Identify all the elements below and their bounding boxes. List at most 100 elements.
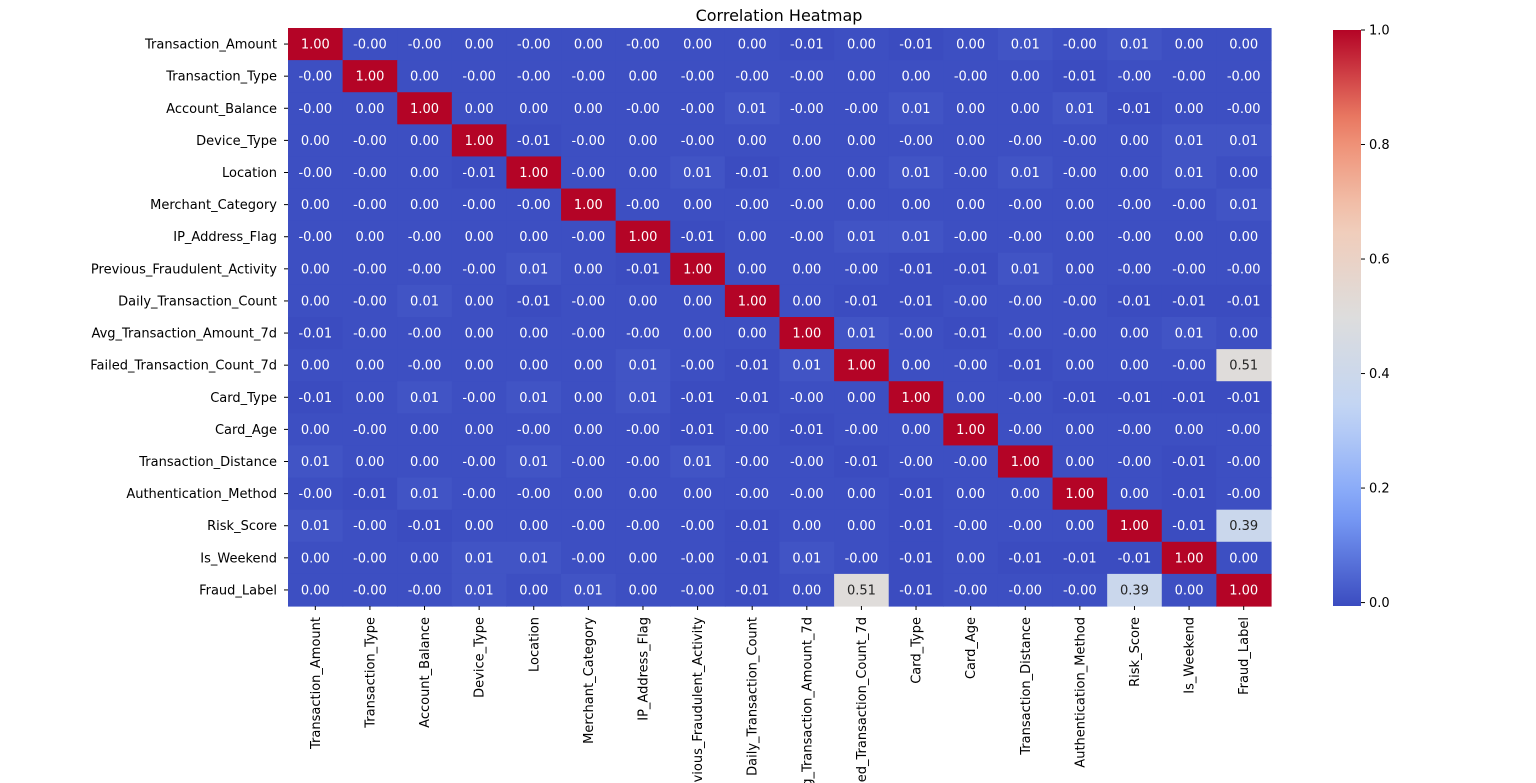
cell-value-label: 0.00 (465, 38, 494, 53)
cell-value-label: -0.01 (845, 294, 879, 309)
heatmap-cell (670, 124, 726, 158)
heatmap-cell (342, 60, 398, 93)
heatmap-cell (1161, 445, 1217, 479)
heatmap-cell (342, 477, 398, 511)
cell-value-label: -0.00 (408, 359, 442, 374)
heatmap-cell (779, 60, 835, 93)
cell-value-label: 0.00 (628, 294, 657, 309)
cell-value-label: -0.01 (681, 391, 715, 406)
heatmap-cell (342, 317, 398, 350)
heatmap-cell (834, 445, 890, 479)
cell-value-label: 0.00 (410, 70, 439, 85)
cell-value-label: -0.00 (681, 70, 715, 85)
cell-value-label: -0.01 (735, 551, 769, 566)
cell-value-label: -0.00 (462, 262, 496, 277)
heatmap-cell (561, 284, 617, 318)
heatmap-cell (779, 541, 835, 575)
y-tick-label: Authentication_Method (126, 487, 277, 502)
cell-value-label: 0.00 (301, 294, 330, 309)
cell-value-label: -0.00 (1118, 70, 1152, 85)
heatmap-cell (615, 573, 671, 607)
heatmap-cell (779, 220, 835, 254)
heatmap-cell (506, 349, 562, 382)
cell-value-label: -0.00 (954, 230, 988, 245)
cell-value-label: -0.01 (1063, 551, 1097, 566)
cell-value-label: -0.01 (1172, 519, 1206, 534)
heatmap-cell (670, 509, 726, 543)
heatmap-cell (834, 220, 890, 254)
heatmap-cell (288, 413, 344, 447)
heatmap-cell (397, 60, 453, 93)
cell-value-label: 0.00 (465, 294, 494, 309)
cell-value-label: 0.00 (465, 359, 494, 374)
heatmap-cell (1161, 573, 1217, 607)
heatmap-cell (943, 188, 999, 222)
cell-value-label: 0.00 (355, 455, 384, 470)
cell-value-label: -0.01 (1118, 102, 1152, 117)
heatmap-cell (943, 284, 999, 318)
cell-value-label: -0.00 (1227, 102, 1261, 117)
heatmap-cell (888, 220, 944, 254)
heatmap-cell (888, 317, 944, 350)
heatmap-cell (834, 60, 890, 93)
cell-value-label: 0.00 (956, 391, 985, 406)
cell-value-label: -0.00 (681, 551, 715, 566)
heatmap-cell (779, 573, 835, 607)
cell-value-label: 0.01 (1120, 38, 1149, 53)
cell-value-label: -0.01 (790, 423, 824, 438)
heatmap-cell (997, 284, 1054, 318)
heatmap-cell (288, 124, 344, 158)
heatmap-cell (506, 252, 562, 286)
heatmap-cell (834, 156, 890, 190)
heatmap-cell (1161, 252, 1217, 286)
heatmap-cell (342, 188, 398, 222)
heatmap-cell (1216, 60, 1272, 93)
cell-value-label: 0.00 (519, 230, 548, 245)
heatmap-cell (997, 252, 1054, 286)
heatmap-cell (997, 445, 1054, 479)
cell-value-label: 0.00 (1065, 455, 1094, 470)
cell-value-label: -0.00 (408, 38, 442, 53)
heatmap-cell (943, 317, 999, 350)
cell-value-label: 0.00 (410, 551, 439, 566)
heatmap-cell (943, 92, 999, 125)
heatmap-cell (1216, 284, 1272, 318)
heatmap-cell (1216, 252, 1272, 286)
x-tick-label: Daily_Transaction_Count (746, 617, 761, 776)
cell-value-label: 0.01 (902, 166, 931, 181)
cell-value-label: -0.00 (462, 391, 496, 406)
heatmap-cell (1161, 317, 1217, 350)
heatmap-cell (997, 220, 1054, 254)
cell-value-label: -0.00 (681, 583, 715, 598)
heatmap-cell (561, 92, 617, 125)
heatmap-cell (943, 573, 999, 607)
heatmap-cell (288, 92, 344, 125)
heatmap-cell (288, 317, 344, 350)
heatmap-cell (561, 124, 617, 158)
cell-value-label: 0.00 (519, 519, 548, 534)
heatmap-cell (288, 381, 344, 414)
heatmap-cell (1216, 413, 1272, 447)
cell-value-label: 0.00 (301, 423, 330, 438)
heatmap-cell (997, 60, 1054, 93)
heatmap-cell (506, 413, 562, 447)
cell-value-label: -0.00 (681, 134, 715, 149)
heatmap-cell (561, 541, 617, 575)
heatmap-cell (561, 381, 617, 414)
heatmap-cell (1107, 413, 1163, 447)
heatmap-cell (451, 445, 508, 479)
heatmap-cell (1107, 156, 1163, 190)
cell-value-label: -0.00 (1008, 391, 1042, 406)
cell-value-label: 0.00 (1011, 487, 1040, 502)
heatmap-cell (1052, 509, 1108, 543)
cell-value-label: -0.00 (899, 327, 933, 342)
heatmap-cell (342, 284, 398, 318)
heatmap-cell (1107, 509, 1163, 543)
y-tick-label: Risk_Score (207, 519, 277, 534)
cell-value-label: -0.01 (298, 391, 332, 406)
cell-value-label: 0.01 (847, 327, 876, 342)
heatmap-cell (670, 381, 726, 414)
cell-value-label: 0.00 (574, 487, 603, 502)
heatmap-cell (451, 188, 508, 222)
